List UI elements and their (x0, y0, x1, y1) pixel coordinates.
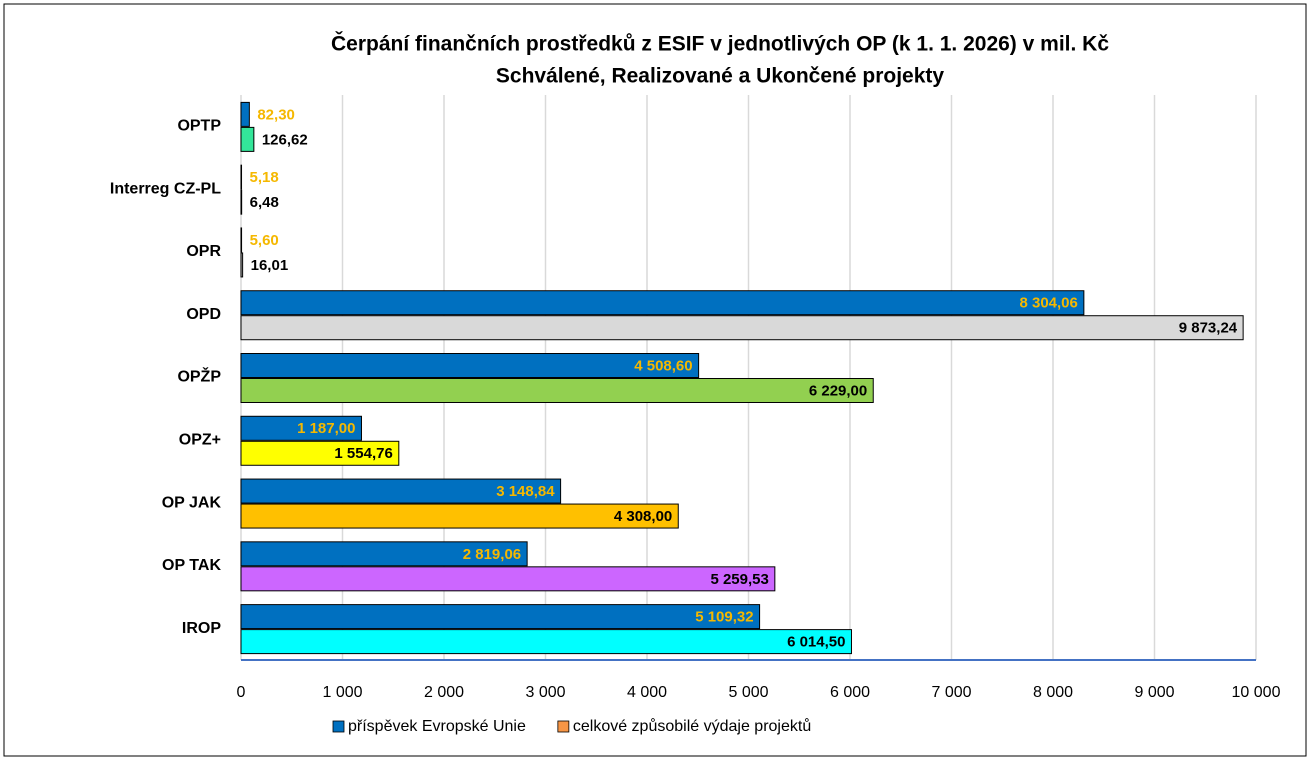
chart-subtitle: Schválené, Realizované a Ukončené projek… (496, 65, 945, 88)
data-label: 126,62 (262, 131, 308, 148)
x-tick-label: 7 000 (931, 684, 971, 701)
bar (240, 227, 243, 253)
x-tick-label: 3 000 (525, 684, 565, 701)
data-label: 1 187,00 (297, 420, 355, 437)
data-label: 4 508,60 (634, 357, 692, 374)
bar (240, 164, 243, 190)
data-label: 9 873,24 (1179, 320, 1238, 337)
bar (240, 353, 700, 378)
bar (240, 566, 776, 592)
data-label: 82,30 (257, 106, 295, 123)
x-tick-label: 5 000 (728, 684, 768, 701)
legend-swatch (557, 720, 570, 733)
chart-title: Čerpání finančních prostředků z ESIF v j… (331, 32, 1109, 56)
data-label: 2 819,06 (463, 546, 521, 563)
bar (240, 126, 255, 152)
bar (240, 541, 528, 567)
legend-label: celkové způsobilé výdaje projektů (573, 717, 811, 735)
x-tick-label: 4 000 (627, 684, 667, 701)
bar (240, 315, 1244, 341)
data-label: 6 014,50 (787, 634, 845, 651)
x-tick-label: 10 000 (1232, 684, 1281, 701)
bar (240, 604, 761, 630)
data-label: 6,48 (250, 194, 279, 211)
legend-swatch (332, 720, 345, 733)
y-tick-label: OP TAK (162, 557, 221, 574)
y-tick-label: OPD (186, 306, 221, 323)
legend-label: příspěvek Evropské Unie (348, 718, 526, 735)
x-tick-label: 0 (237, 684, 246, 701)
y-tick-label: OPZ+ (179, 431, 221, 448)
bar (240, 440, 400, 466)
data-label: 16,01 (251, 257, 289, 274)
x-tick-label: 6 000 (830, 684, 870, 701)
bar (240, 503, 679, 529)
y-tick-label: OPŽP (177, 367, 221, 386)
y-tick-label: OPTP (177, 118, 221, 135)
y-tick-label: Interreg CZ-PL (110, 180, 221, 197)
bar (240, 415, 362, 441)
data-label: 5,18 (250, 169, 279, 186)
data-label: 3 148,84 (496, 483, 555, 500)
data-label: 6 229,00 (809, 382, 867, 399)
bar (240, 378, 874, 403)
data-label: 4 308,00 (614, 508, 672, 525)
data-label: 5,60 (250, 232, 279, 249)
y-tick-label: OP JAK (162, 494, 222, 511)
data-label: 8 304,06 (1019, 295, 1077, 312)
bar (240, 189, 243, 215)
x-tick-label: 1 000 (322, 684, 362, 701)
y-tick-label: IROP (182, 620, 221, 637)
y-tick-label: OPR (186, 243, 221, 260)
bar (240, 290, 1085, 316)
bar (240, 478, 562, 504)
bar (240, 252, 244, 278)
x-tick-label: 9 000 (1134, 684, 1174, 701)
bar (240, 101, 250, 127)
data-label: 1 554,76 (334, 445, 392, 462)
data-label: 5 109,32 (695, 609, 753, 626)
x-tick-label: 8 000 (1033, 684, 1073, 701)
data-label: 5 259,53 (710, 571, 768, 588)
x-tick-label: 2 000 (424, 684, 464, 701)
bar (240, 629, 852, 655)
